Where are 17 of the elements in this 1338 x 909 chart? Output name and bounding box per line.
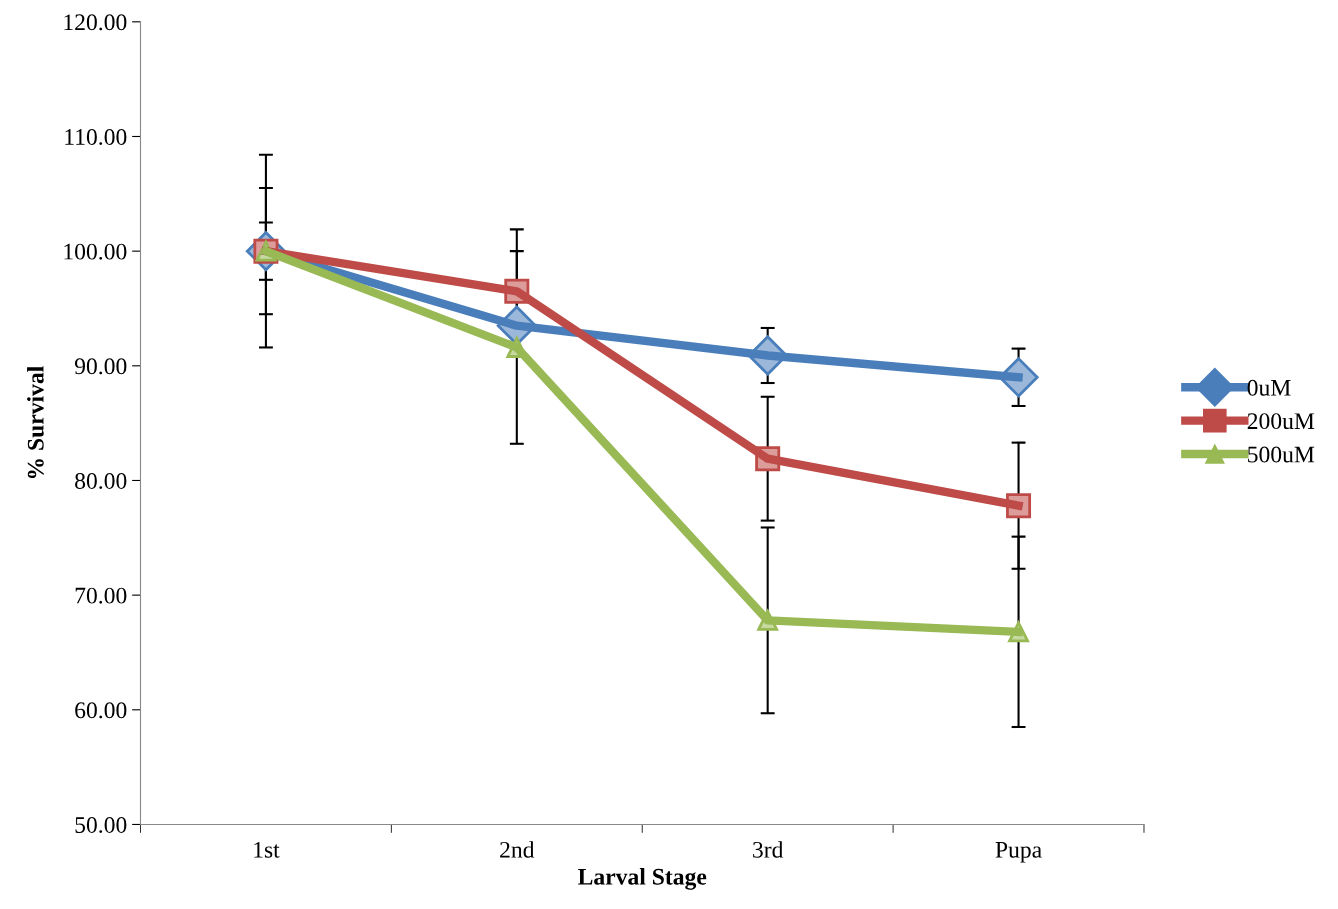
- y-tick-label: 70.00: [75, 587, 127, 604]
- y-tick-label: 60.00: [75, 702, 127, 719]
- x-tick-label: Pupa: [995, 842, 1042, 863]
- legend-label: 0uM: [1247, 379, 1291, 396]
- y-tick-label: 50.00: [75, 816, 127, 833]
- y-tick-label: 120.00: [64, 14, 127, 31]
- x-tick-label: 1st: [254, 841, 280, 858]
- legend-label: 200uM: [1247, 413, 1315, 430]
- y-tick-label: 80.00: [75, 472, 127, 489]
- y-axis-title: % Survival: [27, 366, 44, 479]
- x-tick-label: 2nd: [500, 841, 535, 858]
- x-axis-title: Larval Stage: [578, 868, 707, 890]
- y-tick-label: 110.00: [65, 128, 127, 146]
- x-tick-label: 3rd: [753, 841, 784, 858]
- legend-label: 500uM: [1248, 446, 1315, 463]
- y-tick-label: 100.00: [64, 243, 127, 260]
- y-tick-label: 90.00: [74, 358, 127, 375]
